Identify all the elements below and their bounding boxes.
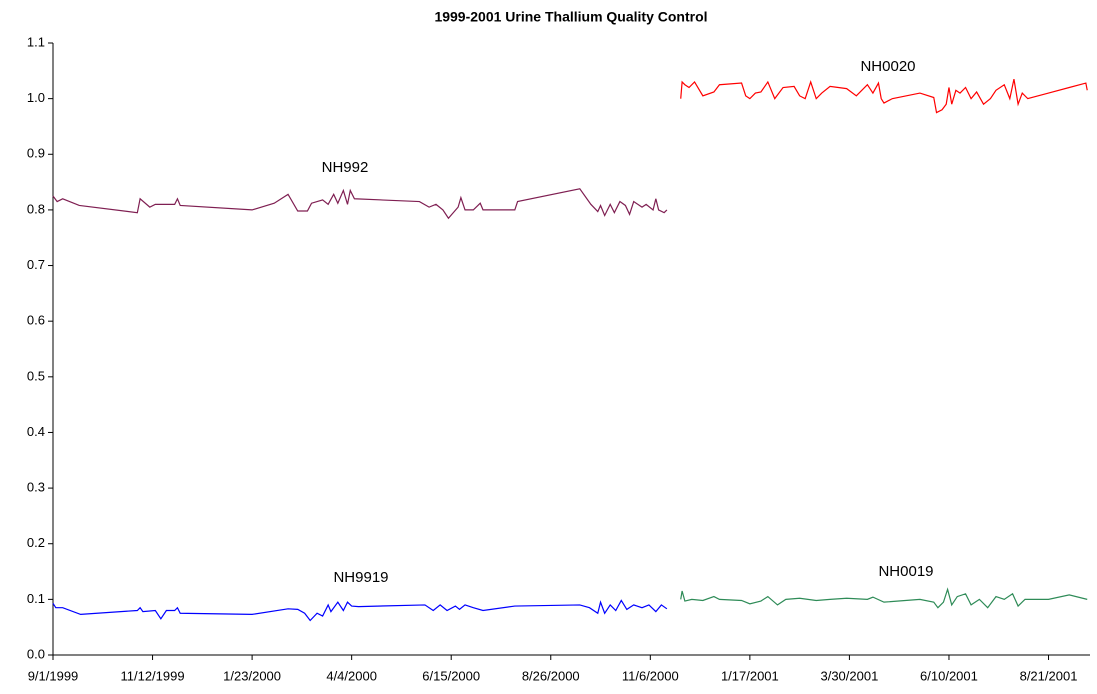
- x-tick-label: 3/30/2001: [820, 668, 878, 683]
- y-tick-label: 0.2: [27, 535, 45, 550]
- y-tick-label: 0.8: [27, 201, 45, 216]
- x-tick-label: 11/6/2000: [622, 668, 679, 683]
- y-tick-label: 0.7: [27, 257, 45, 272]
- chart-title: 1999-2001 Urine Thallium Quality Control: [434, 9, 707, 25]
- series-line: [52, 599, 668, 622]
- x-tick-label: 11/12/1999: [120, 668, 184, 683]
- series-line: [680, 79, 1088, 114]
- x-tick-label: 6/15/2000: [422, 668, 480, 683]
- series-line: [52, 188, 668, 220]
- x-tick-label: 8/21/2001: [1020, 668, 1078, 683]
- y-tick-label: 0.1: [27, 591, 45, 606]
- series-line: [680, 587, 1088, 609]
- x-tick-label: 4/4/2000: [326, 668, 377, 683]
- y-tick-label: 0.5: [27, 368, 45, 383]
- x-tick-label: 9/1/1999: [28, 668, 79, 683]
- series-annotation: NH992: [322, 159, 369, 176]
- series-annotation: NH0020: [860, 58, 915, 75]
- y-tick-label: 0.9: [27, 146, 45, 161]
- series-annotation: NH0019: [878, 563, 933, 580]
- x-tick-label: 1/17/2001: [721, 668, 779, 683]
- y-tick-label: 1.1: [27, 34, 45, 49]
- x-tick-label: 1/23/2000: [223, 668, 281, 683]
- x-tick-label: 6/10/2001: [920, 668, 978, 683]
- y-tick-label: 1.0: [27, 90, 45, 105]
- y-tick-label: 0.4: [27, 424, 45, 439]
- series-annotation: NH9919: [333, 569, 388, 586]
- y-tick-label: 0.6: [27, 313, 45, 328]
- y-tick-label: 0.3: [27, 480, 45, 495]
- x-tick-label: 8/26/2000: [522, 668, 580, 683]
- y-tick-label: 0.0: [27, 646, 45, 661]
